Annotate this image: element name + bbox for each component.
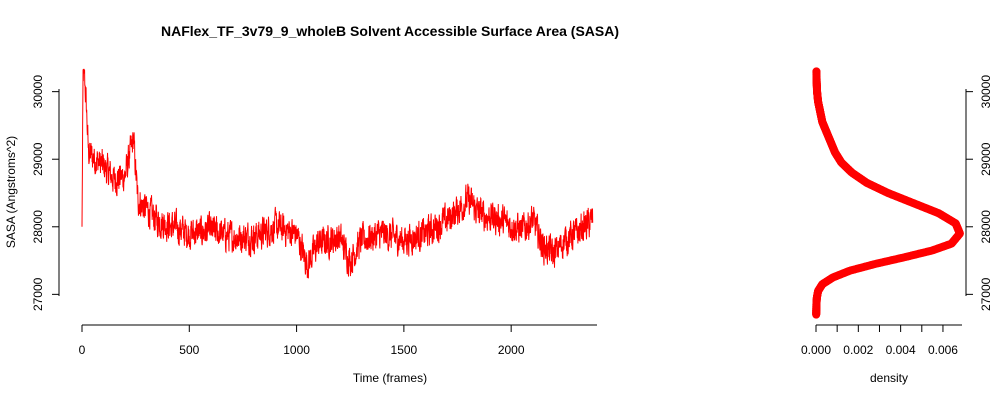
sasa-series-line (81, 68, 594, 279)
density-y-tick-label: 30000 (979, 75, 993, 109)
series-layer (81, 68, 594, 279)
density-x-tick-label: 0.006 (928, 343, 958, 357)
y-tick-label: 30000 (31, 75, 45, 109)
density-x-axis-ticks: 0.000 0.002 0.004 0.006 (801, 325, 958, 357)
density-plot-panel: 0.000 0.002 0.004 0.006 27000 28000 29000 3000… (801, 67, 993, 385)
x-tick-label: 1500 (391, 343, 418, 357)
x-axis-label: Time (frames) (353, 371, 427, 385)
x-axis-ticks: 0 500 1000 1500 2000 (79, 325, 525, 357)
density-x-axis-label: density (870, 371, 908, 385)
x-tick-label: 1000 (283, 343, 310, 357)
density-point (812, 67, 821, 76)
y-tick-label: 28000 (31, 210, 45, 244)
density-x-tick-label: 0.004 (886, 343, 916, 357)
density-y-axis-ticks: 27000 28000 29000 30000 (966, 75, 993, 311)
main-plot-panel: 0 500 1000 1500 2000 27000 28000 29000 30000 Ti… (4, 68, 597, 385)
x-tick-label: 500 (179, 343, 199, 357)
y-tick-label: 27000 (31, 277, 45, 311)
density-y-tick-label: 28000 (979, 210, 993, 244)
y-axis-label: SASA (Angstroms^2) (4, 136, 18, 248)
y-tick-label: 29000 (31, 142, 45, 176)
density-x-tick-label: 0.000 (801, 343, 831, 357)
chart-title: NAFlex_TF_3v79_9_wholeB Solvent Accessib… (161, 23, 619, 39)
x-tick-label: 2000 (498, 343, 525, 357)
density-x-tick-label: 0.002 (843, 343, 873, 357)
density-y-tick-label: 29000 (979, 142, 993, 176)
density-curve (812, 67, 964, 319)
x-tick-label: 0 (79, 343, 86, 357)
density-y-tick-label: 27000 (979, 277, 993, 311)
y-axis-ticks: 27000 28000 29000 30000 (31, 75, 59, 311)
